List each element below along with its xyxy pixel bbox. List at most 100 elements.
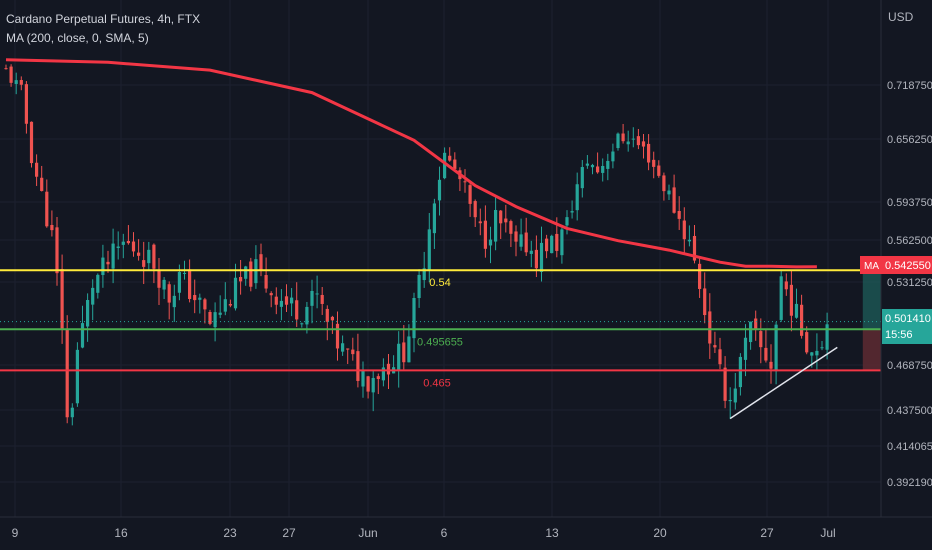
candle-body [96,274,100,293]
countdown-text: 15:56 [885,329,913,341]
candle-body [198,297,202,300]
candle-body [274,296,278,305]
candle-body [290,297,294,304]
candle-body [494,209,498,242]
candle-body [708,311,712,344]
candle-body [611,151,615,162]
candle-body [733,388,737,403]
candle-body [45,191,49,227]
candle-body [759,331,763,348]
candle-body [718,349,722,365]
candle-body [662,175,666,192]
candle-body [223,299,227,312]
time-tick-label: 23 [223,526,237,540]
candle-body [647,143,651,163]
grid [0,0,881,517]
level-lines [0,269,881,372]
candle-body [774,324,778,372]
candle-body [80,323,85,348]
candle-body [91,287,95,305]
candle-body [692,235,697,261]
candle-body [325,308,329,322]
ma-value-text: 0.542550 [885,260,931,272]
candle-body [606,160,610,169]
candle-body [371,377,375,393]
ma-tag-badge [860,256,882,274]
candle-body [575,184,579,211]
level-label: 0.465 [423,377,451,389]
candle-body [499,210,503,224]
candle-body [504,218,508,223]
price-tick-label: 0.718750 [887,80,932,92]
candle-body [805,332,809,353]
candle-body [616,133,620,149]
candle-body [810,352,814,356]
symbol-title[interactable]: Cardano Perpetual Futures, 4h, FTX [6,12,201,26]
candle-body [239,277,243,282]
candle-body [244,266,248,279]
candle-body [667,190,671,195]
candle-body [330,316,334,321]
price-tick-label: 0.468750 [887,360,932,372]
candle-body [101,257,105,276]
candle-body [29,121,34,164]
candle-body [427,229,431,271]
candle-body [193,295,197,301]
candle-body [509,221,513,234]
candle-body [478,221,482,224]
candle-body [682,220,686,240]
candle-body [361,370,365,387]
candle-body [585,163,589,166]
time-tick-label: Jul [820,526,835,540]
candle-body [422,268,426,281]
candle-body [560,229,564,256]
candle-body [70,407,74,418]
candle-body [437,179,442,201]
candle-body [453,159,457,169]
indicator-label[interactable]: MA (200, close, 0, SMA, 5) [6,31,149,45]
candle-body [218,312,222,315]
candle-body [106,261,110,265]
candle-body [315,293,319,295]
candle-body [754,318,758,329]
price-tick-label: 0.392190 [887,477,932,489]
candle-body [570,211,574,213]
candle-body [284,296,289,305]
candle-body [820,347,824,349]
candle-body [749,321,753,343]
candle-body [488,239,493,246]
candle-body [121,241,125,245]
time-tick-label: 9 [12,526,19,540]
candles [4,64,829,426]
candle-body [657,165,661,176]
trendline[interactable] [729,346,838,420]
candle-body [723,367,727,401]
candle-body [60,269,64,329]
candle-body [335,323,340,349]
candle-body [769,361,773,369]
candle-body [295,300,299,320]
candle-body [407,336,411,363]
candle-body [147,249,151,264]
candle-body [784,281,788,290]
candle-body [534,249,538,269]
candle-body [142,260,146,267]
candle-body [468,185,472,204]
candle-body [789,284,793,316]
candle-body [50,224,54,231]
candle-body [55,227,59,274]
candle-body [529,250,533,254]
candle-body [626,141,630,145]
candle-body [713,345,717,348]
candle-body [514,231,518,242]
candle-body [351,349,355,355]
candle-body [19,80,23,85]
candle-body [483,220,487,249]
time-axis[interactable]: 9 16 23 27 Jun 6 13 20 27 Jul [0,516,932,550]
candle-body [269,293,273,296]
candle-body [743,337,748,360]
candle-body [305,306,309,325]
candle-body [728,399,732,402]
price-tick-label: 0.562500 [887,235,932,247]
